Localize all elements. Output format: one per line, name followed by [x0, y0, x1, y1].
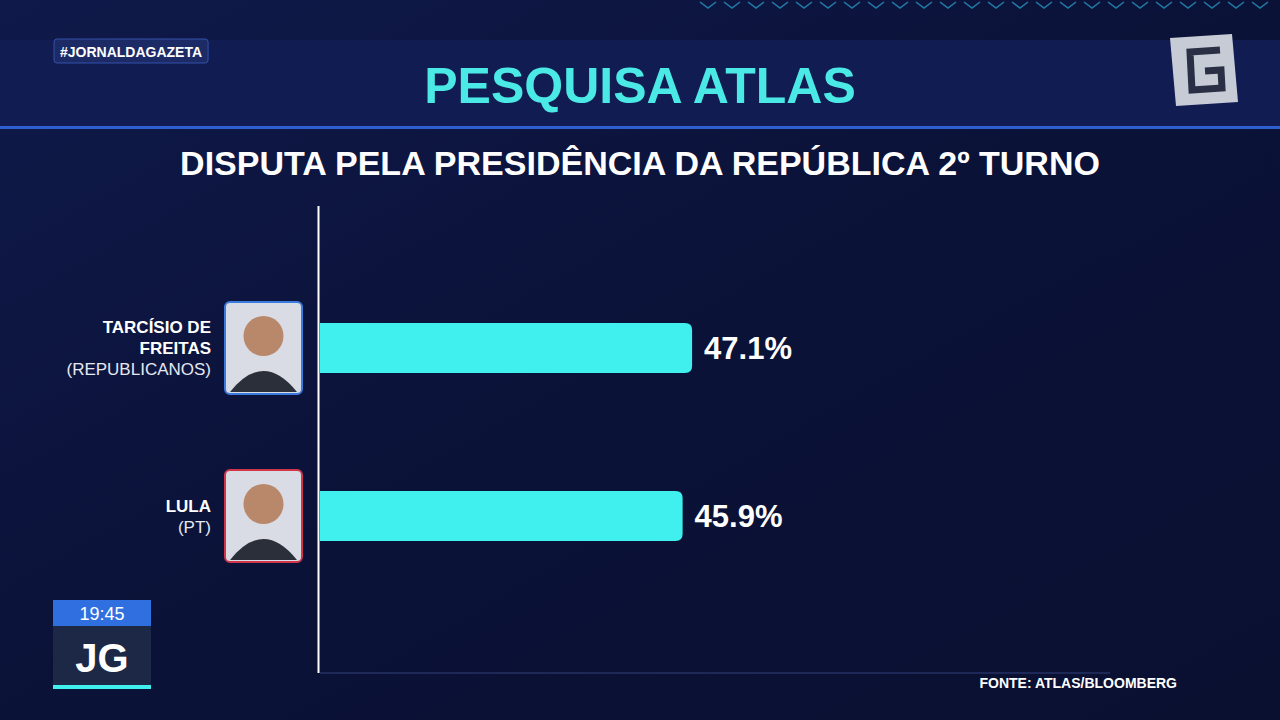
- photo-frame: [225, 302, 302, 394]
- decor-stripe: [772, 2, 788, 8]
- header-line: [0, 126, 1280, 129]
- decor-stripe: [964, 2, 980, 8]
- decor-stripe: [748, 2, 764, 8]
- bar: [320, 323, 692, 373]
- photo-head: [244, 316, 284, 356]
- category-label: TARCÍSIO DE FREITAS: [103, 318, 211, 358]
- decor-stripe: [844, 2, 860, 8]
- decor-stripe: [1132, 2, 1148, 8]
- photo-body: [230, 539, 297, 560]
- logo-mark: [1190, 50, 1222, 90]
- subtitle: DISPUTA PELA PRESIDÊNCIA DA REPÚBLICA 2º…: [180, 144, 1100, 182]
- value-axis: [320, 673, 1110, 674]
- title: PESQUISA ATLAS: [424, 58, 856, 114]
- plot-area: [320, 323, 692, 541]
- decor-stripe: [1036, 2, 1052, 8]
- data-label: 47.1%: [704, 331, 792, 366]
- background: [0, 0, 1280, 720]
- decor-stripe: [1228, 2, 1244, 8]
- decor-stripe: [1060, 2, 1076, 8]
- decor-stripe: [940, 2, 956, 8]
- tag-box: [54, 39, 208, 63]
- category-label: LULA: [166, 497, 211, 516]
- decor-stripe: [1012, 2, 1028, 8]
- party-label: (REPUBLICANOS): [66, 360, 211, 379]
- decor-stripe: [892, 2, 908, 8]
- bar: [320, 491, 683, 541]
- channel-logo: [1170, 34, 1238, 106]
- logo-shape: [1170, 34, 1238, 106]
- time-box: [53, 600, 151, 626]
- decor-stripe: [868, 2, 884, 8]
- category-label-line: TARCÍSIO DE: [103, 318, 211, 337]
- photo-frame: [225, 470, 302, 562]
- photo-head: [244, 484, 284, 524]
- program-box: [53, 626, 151, 686]
- program: JG: [75, 636, 128, 680]
- decor-stripe: [1180, 2, 1196, 8]
- candidate-photo: [225, 470, 302, 562]
- decor-stripe: [1204, 2, 1220, 8]
- header-tag: #JORNALDAGAZETA: [60, 44, 202, 60]
- decor-stripe: [1252, 2, 1268, 8]
- category-label-line: FREITAS: [140, 339, 211, 358]
- decor-stripe: [796, 2, 812, 8]
- header-band: [0, 40, 1280, 126]
- category-axis: [318, 206, 320, 673]
- decor-stripe: [724, 2, 740, 8]
- candidate-photo: [225, 302, 302, 394]
- decor-stripe: [1108, 2, 1124, 8]
- time: 19:45: [79, 604, 124, 624]
- program-box-underline: [53, 685, 151, 689]
- decor-stripe: [1084, 2, 1100, 8]
- category-label-line: LULA: [166, 497, 211, 516]
- party-label: (PT): [178, 518, 211, 537]
- decor-stripe: [820, 2, 836, 8]
- chart-canvas: #JORNALDAGAZETA PESQUISA ATLAS DISPUTA PEL…: [0, 0, 1280, 720]
- decor-stripe: [988, 2, 1004, 8]
- photo-body: [230, 371, 297, 392]
- decor-stripe: [916, 2, 932, 8]
- source: FONTE: ATLAS/BLOOMBERG: [979, 675, 1177, 691]
- data-label: 45.9%: [695, 499, 783, 534]
- decor-stripe: [700, 2, 716, 8]
- decor-stripe: [1156, 2, 1172, 8]
